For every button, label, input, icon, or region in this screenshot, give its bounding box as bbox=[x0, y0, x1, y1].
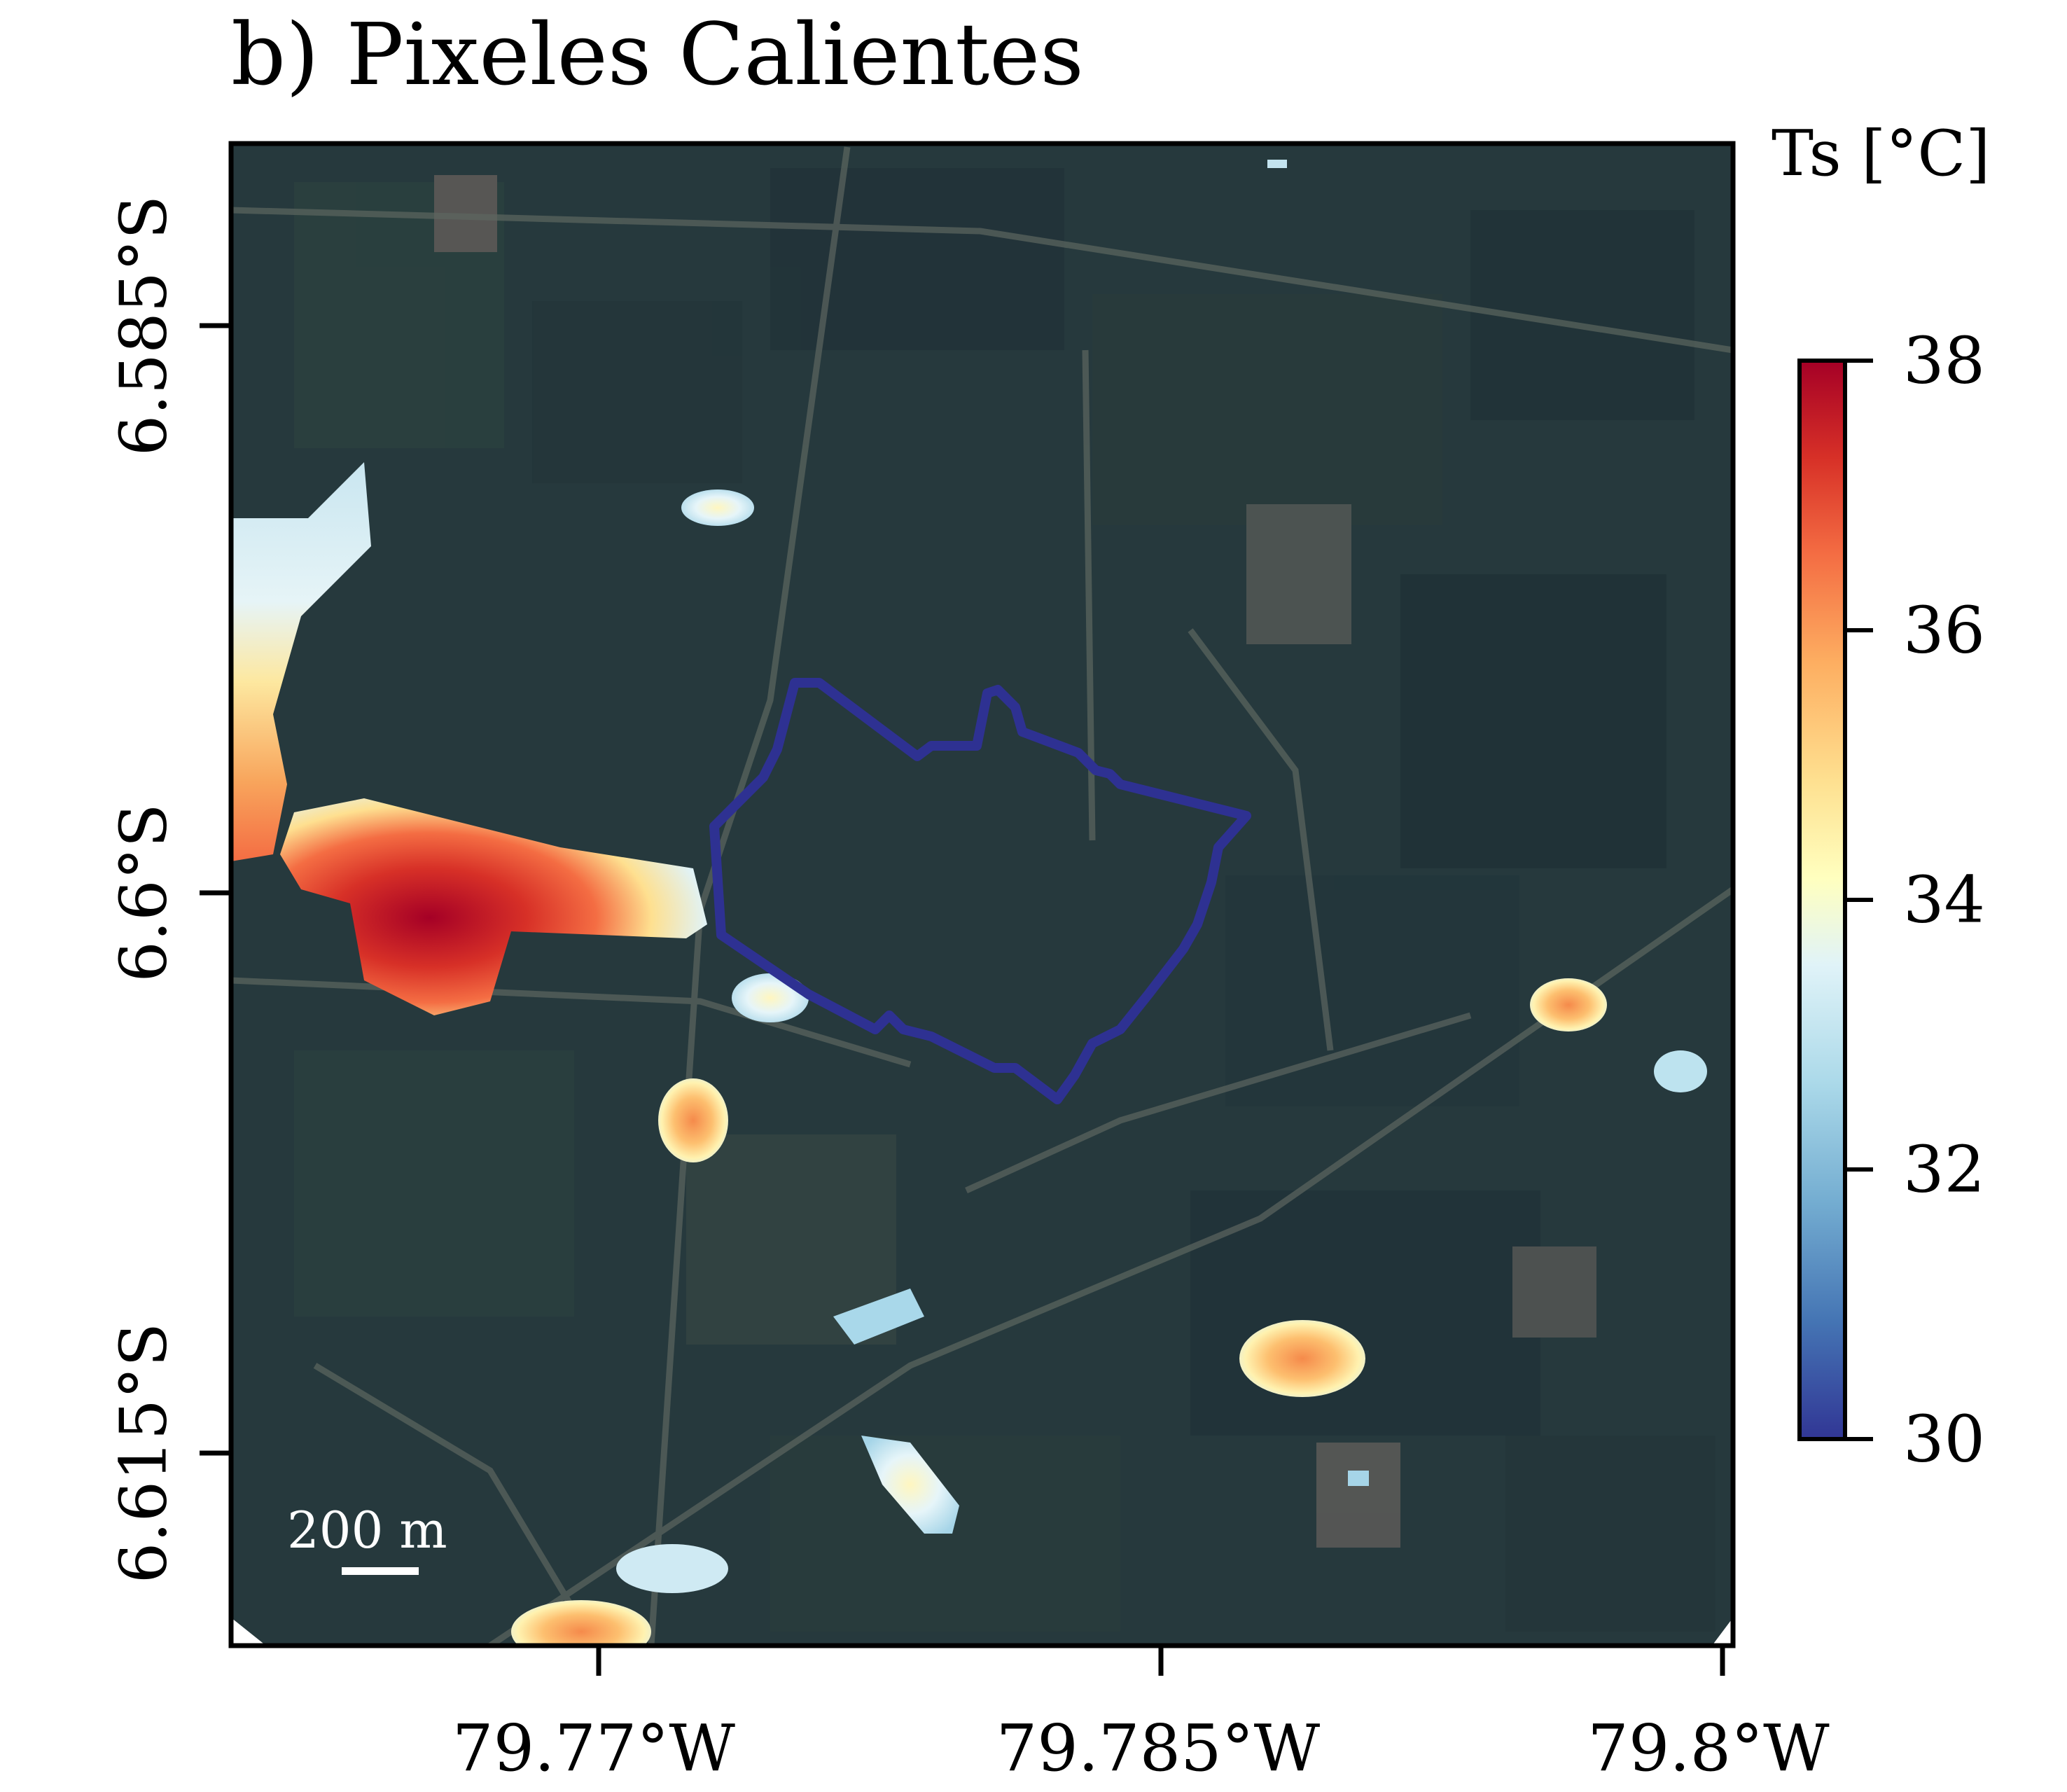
scale-bar bbox=[342, 1567, 419, 1575]
hot-spot-top bbox=[1267, 160, 1287, 168]
colorbar-tick-label: 30 bbox=[1903, 1402, 1985, 1477]
hot-spot-se bbox=[1239, 1320, 1365, 1397]
x-tick-label: 79.77°W bbox=[452, 1711, 735, 1786]
hot-spot-s-trail bbox=[833, 1289, 924, 1345]
scale-bar-label: 200 m bbox=[287, 1501, 447, 1560]
y-tick-label: 6.6°S bbox=[106, 803, 181, 982]
study-area-boundary bbox=[709, 678, 1251, 1104]
left-edge-hot-area bbox=[231, 462, 371, 861]
x-tick-label: 79.785°W bbox=[996, 1711, 1321, 1786]
hot-spot-s2 bbox=[861, 1436, 959, 1534]
x-tick-label: 79.8°W bbox=[1587, 1711, 1830, 1786]
hot-pixels bbox=[231, 160, 1707, 1646]
map-title: b) Pixeles Calientes bbox=[231, 5, 1084, 104]
y-tick-label: 6.585°S bbox=[106, 195, 181, 456]
hot-spot-bottom2 bbox=[616, 1544, 728, 1593]
colorbar bbox=[1797, 359, 1847, 1441]
hot-spot-tiny bbox=[1348, 1471, 1369, 1486]
hot-spot-bottom bbox=[511, 1600, 651, 1646]
colorbar-tick-label: 38 bbox=[1903, 324, 1985, 398]
colorbar-tick-label: 32 bbox=[1903, 1132, 1985, 1207]
x-axis bbox=[596, 1646, 1725, 1676]
hot-spot-e1 bbox=[1530, 978, 1607, 1032]
hot-spot-e2 bbox=[1654, 1050, 1707, 1092]
colorbar-label: Ts [°C] bbox=[1772, 117, 1990, 190]
corner-br bbox=[1712, 1618, 1733, 1646]
main-hot-area bbox=[280, 798, 707, 1015]
colorbar-tick-label: 36 bbox=[1903, 593, 1985, 668]
y-tick-label: 6.615°S bbox=[106, 1323, 181, 1583]
hot-spot-n bbox=[681, 489, 754, 526]
hot-spot-sw bbox=[658, 1078, 728, 1162]
field-patches bbox=[294, 168, 1715, 1632]
colorbar-tick-label: 34 bbox=[1903, 863, 1985, 938]
corner-bl bbox=[231, 1618, 266, 1646]
y-axis bbox=[200, 323, 231, 1456]
colorbar-ticks bbox=[1845, 359, 1873, 1441]
map-panel: 200 m bbox=[231, 144, 1733, 1646]
